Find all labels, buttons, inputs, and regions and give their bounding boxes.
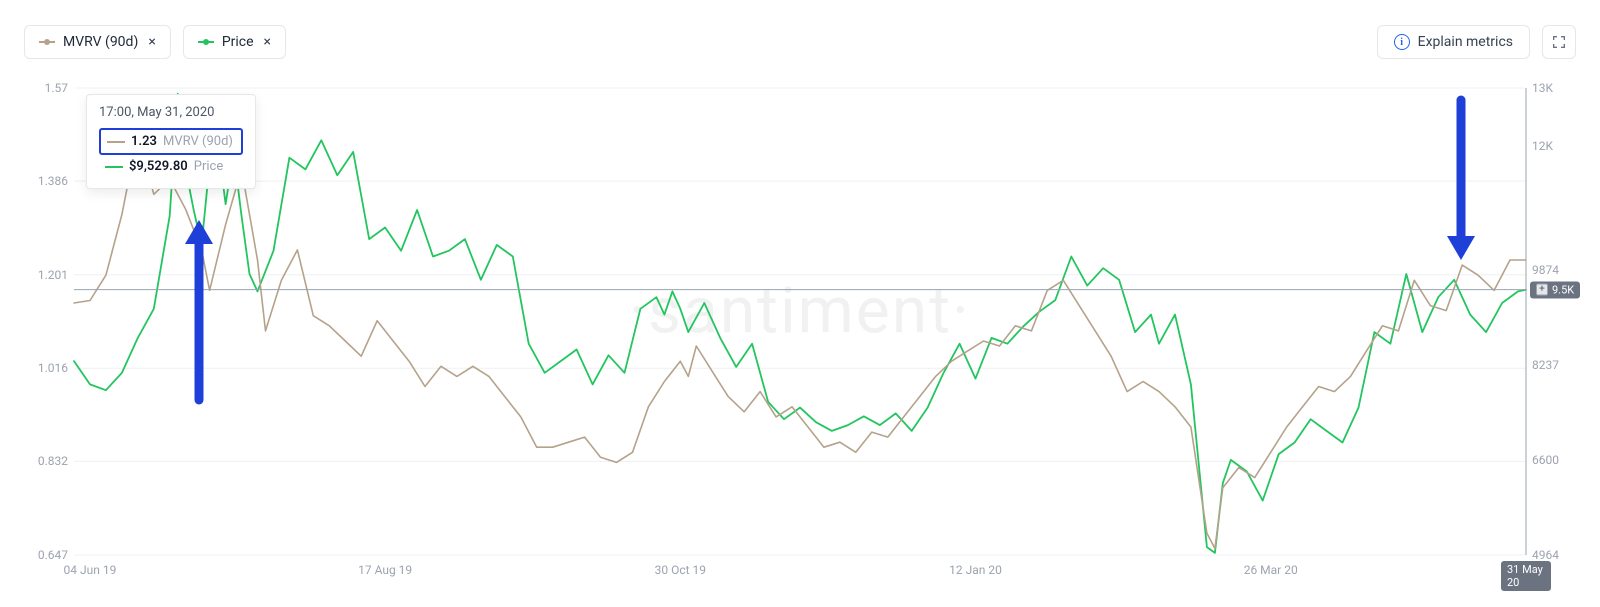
tooltip-row-mvrv: 1.23 MVRV (90d) bbox=[99, 128, 243, 155]
x-tick: 04 Jun 19 bbox=[64, 563, 117, 577]
tooltip-mvrv-value: 1.23 bbox=[131, 134, 157, 149]
tooltip-price-name: Price bbox=[194, 159, 223, 174]
x-tick: 30 Oct 19 bbox=[655, 563, 706, 577]
tooltip: 17:00, May 31, 2020 1.23 MVRV (90d) $9,5… bbox=[86, 94, 256, 189]
crosshair-y-badge: +9.5K bbox=[1530, 281, 1580, 298]
chip-price[interactable]: Price × bbox=[183, 25, 286, 59]
chart-svg bbox=[24, 80, 1576, 583]
chart-area[interactable]: ·santiment· 17:00, May 31, 2020 1.23 MVR… bbox=[24, 80, 1576, 583]
tooltip-mvrv-name: MVRV (90d) bbox=[163, 134, 233, 149]
x-tick: 17 Aug 19 bbox=[358, 563, 412, 577]
y-left-tick: 0.647 bbox=[24, 548, 68, 562]
x-tick: 26 Mar 20 bbox=[1244, 563, 1298, 577]
crosshair-x-badge: 31 May 20 bbox=[1501, 561, 1551, 591]
y-left-tick: 1.201 bbox=[24, 268, 68, 282]
chip-mvrv-label: MVRV (90d) bbox=[63, 34, 138, 50]
y-right-tick: 13K bbox=[1532, 81, 1576, 95]
y-right-tick: 12K bbox=[1532, 139, 1576, 153]
y-left-tick: 1.386 bbox=[24, 174, 68, 188]
chip-price-swatch-icon bbox=[198, 38, 214, 46]
y-right-tick: 9874 bbox=[1532, 263, 1576, 277]
explain-metrics-button[interactable]: i Explain metrics bbox=[1377, 25, 1530, 59]
chip-price-label: Price bbox=[222, 34, 254, 50]
tooltip-title: 17:00, May 31, 2020 bbox=[99, 105, 243, 120]
y-right-tick: 8237 bbox=[1532, 358, 1576, 372]
tooltip-price-value: $9,529.80 bbox=[129, 159, 188, 174]
tooltip-mvrv-swatch-icon bbox=[107, 141, 125, 143]
legend-chips: MVRV (90d) × Price × bbox=[24, 25, 286, 59]
tooltip-row-price: $9,529.80 Price bbox=[99, 155, 243, 178]
y-left-tick: 1.016 bbox=[24, 361, 68, 375]
chip-mvrv[interactable]: MVRV (90d) × bbox=[24, 25, 171, 59]
x-tick: 12 Jan 20 bbox=[949, 563, 1002, 577]
chip-mvrv-swatch-icon bbox=[39, 38, 55, 46]
fullscreen-icon bbox=[1551, 34, 1567, 50]
y-right-tick: 6600 bbox=[1532, 453, 1576, 467]
y-right-tick: 4964 bbox=[1532, 548, 1576, 562]
info-icon: i bbox=[1394, 34, 1410, 50]
y-left-tick: 1.57 bbox=[24, 81, 68, 95]
right-controls: i Explain metrics bbox=[1377, 25, 1576, 59]
tooltip-price-swatch-icon bbox=[105, 166, 123, 168]
chip-mvrv-remove-icon[interactable]: × bbox=[148, 34, 155, 50]
explain-metrics-label: Explain metrics bbox=[1418, 34, 1513, 50]
topbar: MVRV (90d) × Price × i Explain metrics bbox=[24, 22, 1576, 62]
y-left-tick: 0.832 bbox=[24, 454, 68, 468]
fullscreen-button[interactable] bbox=[1542, 25, 1576, 59]
chip-price-remove-icon[interactable]: × bbox=[264, 34, 271, 50]
crosshair-plus-icon: + bbox=[1536, 284, 1548, 296]
